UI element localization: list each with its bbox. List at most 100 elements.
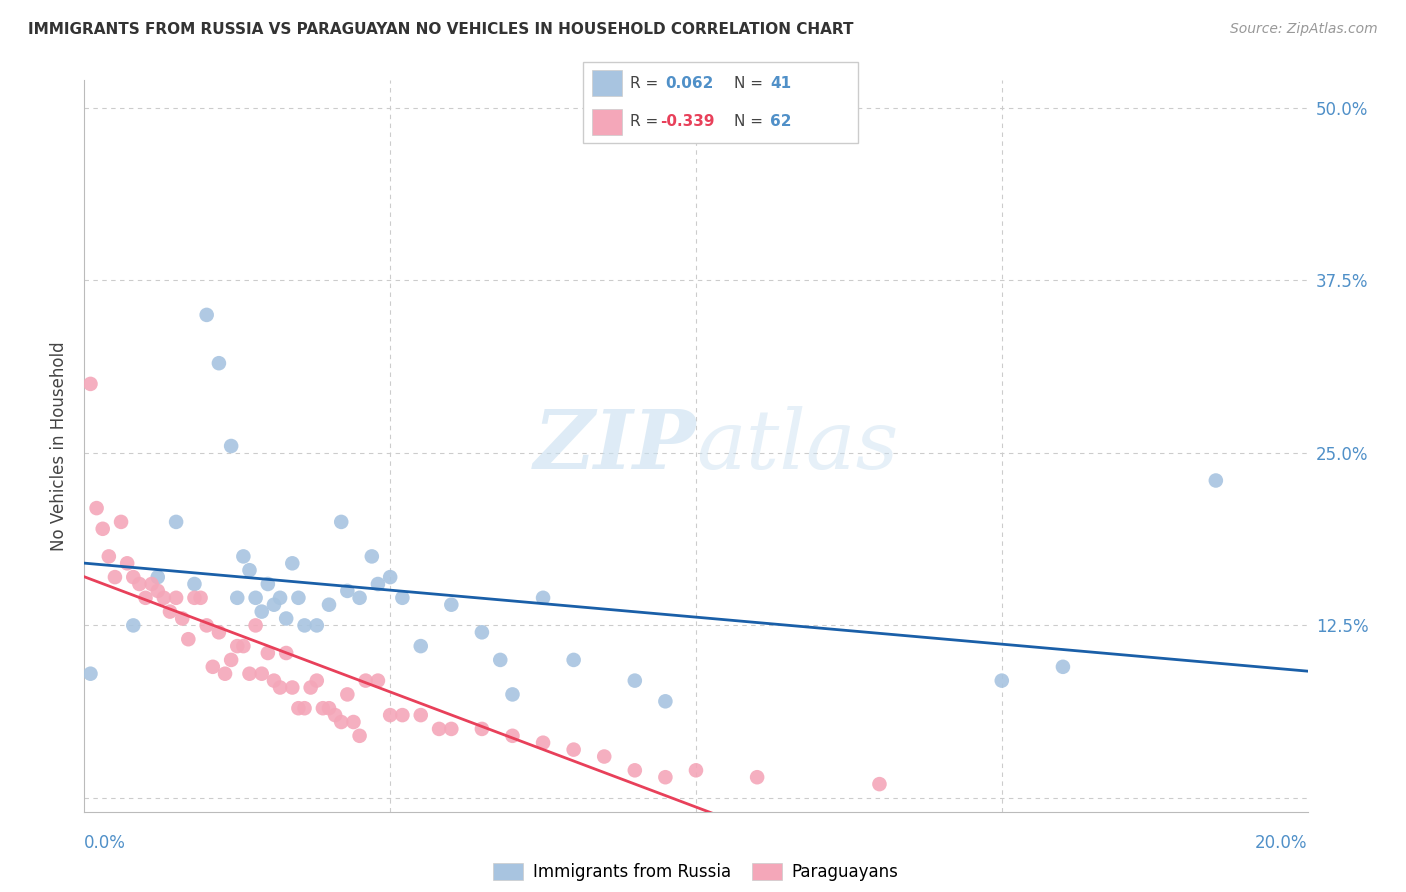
Point <box>593 749 616 764</box>
Point <box>354 673 377 688</box>
Point <box>208 356 231 370</box>
Point <box>336 583 359 598</box>
FancyBboxPatch shape <box>583 62 858 143</box>
Point <box>146 570 169 584</box>
Point <box>287 591 309 605</box>
Text: IMMIGRANTS FROM RUSSIA VS PARAGUAYAN NO VEHICLES IN HOUSEHOLD CORRELATION CHART: IMMIGRANTS FROM RUSSIA VS PARAGUAYAN NO … <box>28 22 853 37</box>
Point <box>201 660 224 674</box>
Point <box>330 515 353 529</box>
Point <box>360 549 382 564</box>
Point <box>409 639 432 653</box>
Point <box>318 598 340 612</box>
Point <box>427 722 450 736</box>
Point <box>135 591 157 605</box>
Point <box>141 577 163 591</box>
Point <box>685 764 707 778</box>
Point <box>562 742 585 756</box>
Point <box>869 777 891 791</box>
Point <box>250 666 273 681</box>
Point <box>276 646 298 660</box>
Point <box>183 591 205 605</box>
Text: Source: ZipAtlas.com: Source: ZipAtlas.com <box>1230 22 1378 37</box>
Point <box>281 557 304 571</box>
Point <box>294 701 316 715</box>
Text: atlas: atlas <box>696 406 898 486</box>
Point <box>502 729 524 743</box>
Point <box>97 549 120 564</box>
Point <box>471 722 494 736</box>
Y-axis label: No Vehicles in Household: No Vehicles in Household <box>51 341 69 551</box>
Point <box>232 549 254 564</box>
Text: 0.0%: 0.0% <box>84 834 127 852</box>
Point <box>122 570 145 584</box>
Point <box>79 666 101 681</box>
Point <box>391 708 413 723</box>
Point <box>318 701 340 715</box>
Point <box>232 639 254 653</box>
Bar <box>592 70 621 96</box>
Point <box>562 653 585 667</box>
Point <box>91 522 114 536</box>
Point <box>305 618 328 632</box>
Point <box>165 515 187 529</box>
Point <box>226 639 249 653</box>
Text: N =: N = <box>734 76 768 91</box>
Bar <box>592 109 621 135</box>
Point <box>257 646 280 660</box>
Point <box>276 611 298 625</box>
Point <box>281 681 304 695</box>
Point <box>250 605 273 619</box>
Point <box>367 577 389 591</box>
Point <box>115 557 138 571</box>
Point <box>146 583 169 598</box>
Text: 62: 62 <box>770 114 792 129</box>
Point <box>440 722 463 736</box>
Point <box>238 666 260 681</box>
Point <box>195 308 218 322</box>
Point <box>330 714 353 729</box>
Point <box>391 591 413 605</box>
Point <box>342 714 364 729</box>
Text: ZIP: ZIP <box>533 406 696 486</box>
Point <box>79 376 101 391</box>
Point <box>440 598 463 612</box>
Point <box>245 591 267 605</box>
Point <box>747 770 769 784</box>
Point <box>104 570 127 584</box>
Point <box>531 591 554 605</box>
Point <box>349 591 371 605</box>
Point <box>208 625 231 640</box>
Point <box>489 653 512 667</box>
Point <box>323 708 346 723</box>
Text: N =: N = <box>734 114 768 129</box>
Point <box>128 577 150 591</box>
Text: -0.339: -0.339 <box>661 114 714 129</box>
Point <box>380 708 402 723</box>
Point <box>219 653 242 667</box>
Point <box>287 701 309 715</box>
Legend: Immigrants from Russia, Paraguayans: Immigrants from Russia, Paraguayans <box>486 856 905 888</box>
Point <box>183 577 205 591</box>
Point <box>312 701 335 715</box>
Point <box>624 764 647 778</box>
Point <box>502 687 524 701</box>
Point <box>531 736 554 750</box>
Point <box>122 618 145 632</box>
Point <box>1205 474 1227 488</box>
Point <box>190 591 212 605</box>
Point <box>165 591 187 605</box>
Point <box>159 605 181 619</box>
Point <box>471 625 494 640</box>
Point <box>153 591 176 605</box>
Point <box>624 673 647 688</box>
Point <box>1052 660 1074 674</box>
Point <box>367 673 389 688</box>
Point <box>226 591 249 605</box>
Text: 0.062: 0.062 <box>666 76 714 91</box>
Point <box>269 681 291 695</box>
Point <box>263 673 285 688</box>
Point <box>257 577 280 591</box>
Point <box>86 501 108 516</box>
Point <box>110 515 132 529</box>
Point <box>299 681 322 695</box>
